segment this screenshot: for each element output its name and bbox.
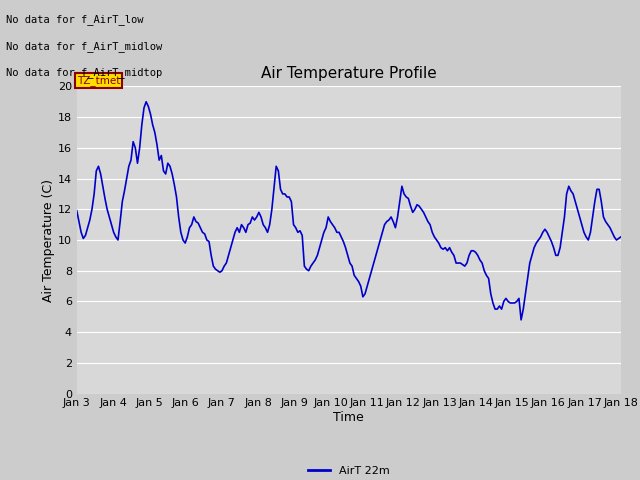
Text: TZ_tmet: TZ_tmet [77, 75, 120, 86]
Legend: AirT 22m: AirT 22m [303, 461, 394, 480]
Title: Air Temperature Profile: Air Temperature Profile [261, 66, 436, 81]
Y-axis label: Air Temperature (C): Air Temperature (C) [42, 179, 55, 301]
Text: No data for f_AirT_low: No data for f_AirT_low [6, 14, 144, 25]
X-axis label: Time: Time [333, 411, 364, 424]
Text: No data for f_AirT_midlow: No data for f_AirT_midlow [6, 41, 163, 52]
Text: No data for f_AirT_midtop: No data for f_AirT_midtop [6, 67, 163, 78]
